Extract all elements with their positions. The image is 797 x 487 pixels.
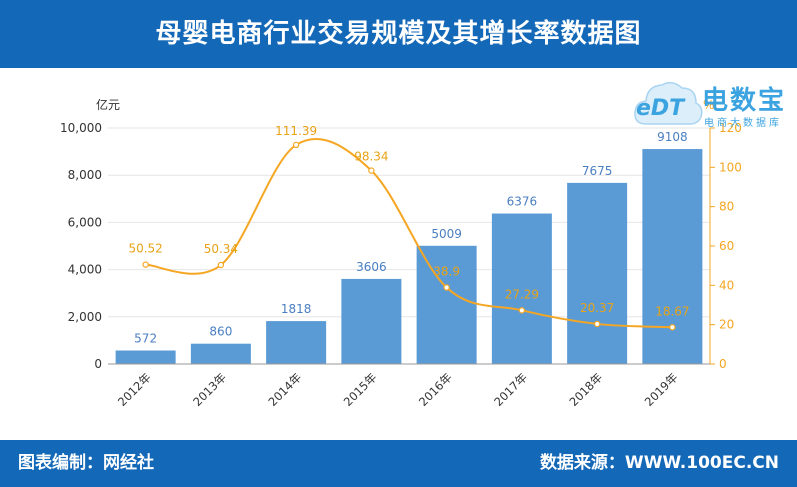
bar-value-label: 9108 bbox=[657, 130, 688, 144]
line-point bbox=[142, 261, 149, 268]
line-point bbox=[669, 324, 676, 331]
y-right-tick-label: 100 bbox=[719, 160, 742, 174]
footer-credit: 图表编制：网经社 bbox=[18, 453, 154, 473]
y-left-unit: 亿元 bbox=[96, 97, 120, 112]
bar bbox=[491, 213, 552, 364]
page-title: 母婴电商行业交易规模及其增长率数据图 bbox=[155, 19, 642, 49]
y-right-tick-label: 80 bbox=[719, 200, 734, 214]
cloud-icon bbox=[634, 81, 703, 125]
y-right-tick-label: 40 bbox=[719, 278, 734, 292]
logo: eDT 电数宝 电商大数据库 bbox=[632, 76, 792, 138]
bar bbox=[190, 343, 251, 364]
logo-sub-text: 电商大数据库 bbox=[704, 118, 782, 129]
x-tick-label: 2015年 bbox=[341, 370, 380, 409]
growth-rate-line bbox=[145, 138, 673, 329]
footer-bar: 图表编制：网经社 数据来源：WWW.100EC.CN bbox=[0, 440, 797, 487]
y-left-tick-label: 6,000 bbox=[68, 215, 102, 229]
line-value-label: 38.9 bbox=[433, 264, 460, 278]
x-tick-label: 2019年 bbox=[642, 370, 681, 409]
y-right-tick-label: 0 bbox=[719, 357, 727, 371]
y-right-tick-label: 20 bbox=[719, 318, 734, 332]
y-left-tick-label: 8,000 bbox=[68, 168, 102, 182]
chart-area: 0 2,000 4,000 6,000 8,000 10,000 亿元 0 20 40 60 80 10… bbox=[60, 97, 742, 409]
y-right-tick-label: 60 bbox=[719, 239, 734, 253]
y-left-tick-label: 2,000 bbox=[68, 310, 102, 324]
bar bbox=[341, 278, 402, 364]
line-value-label: 18.67 bbox=[655, 304, 689, 318]
bar-value-label: 5009 bbox=[431, 227, 462, 241]
y-left-tick-label: 4,000 bbox=[68, 263, 102, 277]
bar bbox=[567, 182, 628, 364]
x-tick-label: 2012年 bbox=[115, 370, 154, 409]
x-tick-label: 2016年 bbox=[416, 370, 455, 409]
bar-value-label: 6376 bbox=[507, 195, 538, 209]
y-left-tick-label: 0 bbox=[94, 357, 102, 371]
bar bbox=[266, 321, 327, 364]
line-value-label: 20.37 bbox=[580, 301, 614, 315]
line-value-label: 98.34 bbox=[354, 150, 388, 164]
bar-value-label: 3606 bbox=[356, 260, 387, 274]
header-bar: 母婴电商行业交易规模及其增长率数据图 bbox=[0, 0, 797, 68]
x-tick-label: 2013年 bbox=[190, 370, 229, 409]
line-value-label: 27.29 bbox=[505, 287, 539, 301]
x-tick-label: 2018年 bbox=[567, 370, 606, 409]
line-point bbox=[443, 284, 450, 291]
line-point bbox=[292, 141, 300, 149]
line-point bbox=[518, 307, 526, 314]
bar-value-label: 7675 bbox=[582, 164, 613, 178]
line-value-label: 50.52 bbox=[128, 242, 162, 256]
line-point bbox=[593, 320, 601, 328]
bar bbox=[115, 350, 176, 364]
line-point bbox=[217, 261, 225, 269]
x-tick-label: 2017年 bbox=[491, 370, 530, 409]
y-left-tick-label: 10,000 bbox=[60, 121, 102, 135]
x-tick-label: 2014年 bbox=[266, 370, 305, 409]
bar bbox=[416, 245, 477, 364]
logo-main-text: 电数宝 bbox=[702, 86, 787, 116]
bar-value-label: 860 bbox=[209, 325, 232, 339]
line-value-label: 50.34 bbox=[204, 242, 238, 256]
y-right-unit: % bbox=[703, 98, 714, 112]
footer-source: 数据来源：WWW.100EC.CN bbox=[539, 453, 779, 473]
bar bbox=[642, 149, 703, 364]
line-point bbox=[368, 167, 375, 174]
bar-value-label: 1818 bbox=[281, 302, 312, 316]
line-value-label: 111.39 bbox=[275, 124, 317, 138]
bar-value-label: 572 bbox=[134, 332, 157, 346]
y-right-tick-label: 120 bbox=[719, 121, 742, 135]
logo-edt-text: eDT bbox=[636, 96, 685, 121]
